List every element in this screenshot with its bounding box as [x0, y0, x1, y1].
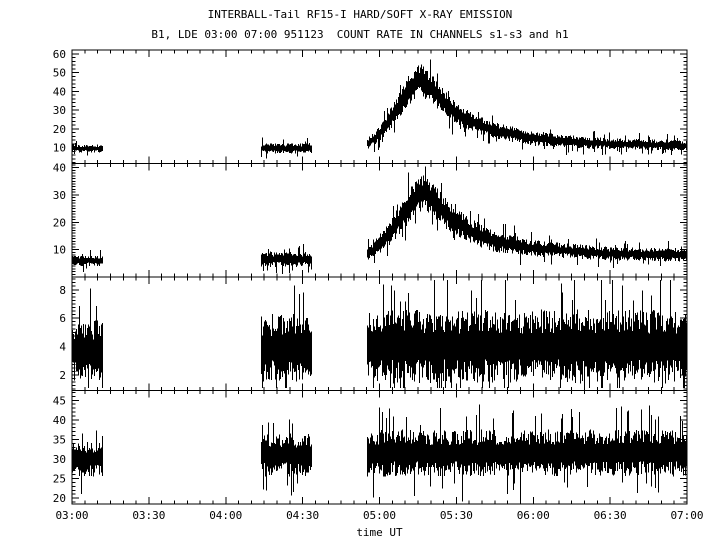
- panel-frame: [71, 163, 688, 278]
- y-tick-label: 45: [53, 394, 66, 407]
- x-tick-label: 04:00: [209, 509, 242, 522]
- x-tick-label: 06:30: [594, 509, 627, 522]
- x-tick-label: 05:00: [363, 509, 396, 522]
- series-s1-data: [72, 59, 687, 159]
- series-s2-data: [72, 166, 687, 274]
- panel-s1: 10 20 30 40 50 60: [53, 48, 688, 164]
- y-tick-label: 20: [53, 123, 66, 136]
- y-tick-label: 10: [53, 142, 66, 155]
- y-tick-label: 50: [53, 67, 66, 80]
- series-h1-data: [72, 404, 687, 502]
- y-tick-label: 40: [53, 85, 66, 98]
- x-tick-label: 05:30: [440, 509, 473, 522]
- y-tick-label: 2: [59, 369, 66, 382]
- y-tick-label: 8: [59, 284, 66, 297]
- x-tick-label: 06:00: [517, 509, 550, 522]
- y-tick-label: 20: [53, 492, 66, 505]
- panel-s3: 2 4 6 8: [59, 276, 688, 391]
- y-tick-label: 6: [59, 312, 66, 325]
- plot-subtitle: B1, LDE 03:00 07:00 951123 COUNT RATE IN…: [151, 28, 569, 41]
- plot-title: INTERBALL-Tail RF15-I HARD/SOFT X-RAY EM…: [207, 8, 513, 21]
- x-axis-label: time UT: [356, 526, 403, 539]
- y-tick-label: 40: [53, 162, 66, 175]
- series-s3-data: [72, 279, 687, 389]
- y-tick-label: 35: [53, 433, 66, 446]
- y-tick-label: 20: [53, 216, 66, 229]
- x-tick-label: 04:30: [286, 509, 319, 522]
- y-tick-label: 30: [53, 453, 66, 466]
- y-tick-label: 40: [53, 414, 66, 427]
- x-tick-label: 03:30: [132, 509, 165, 522]
- y-tick-label: 30: [53, 189, 66, 202]
- panel-h1: 20 25 30 35 40 45 03:00 03:30 04:00 04:30 05:00 05:…: [53, 390, 704, 522]
- x-tick-label: 03:00: [55, 509, 88, 522]
- y-tick-label: 25: [53, 473, 66, 486]
- y-tick-label: 60: [53, 48, 66, 61]
- panel-s2: 10 20 30 40: [53, 162, 688, 278]
- y-tick-label: 10: [53, 244, 66, 257]
- y-tick-label: 30: [53, 104, 66, 117]
- x-tick-label: 07:00: [670, 509, 703, 522]
- y-tick-label: 4: [59, 341, 66, 354]
